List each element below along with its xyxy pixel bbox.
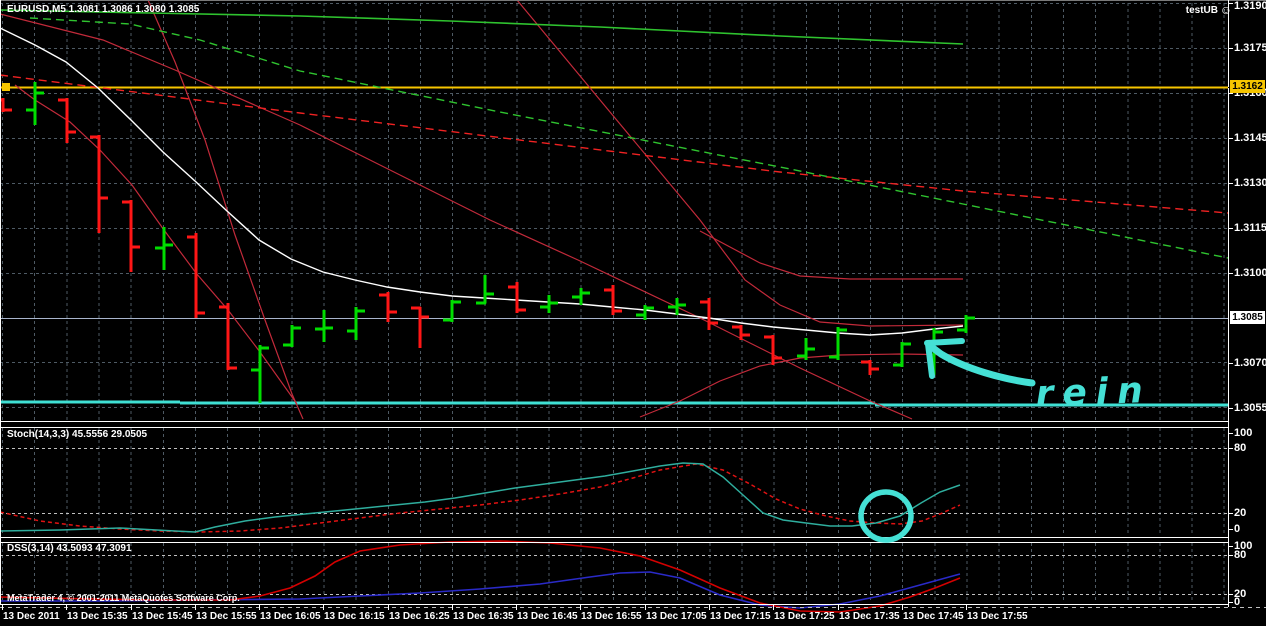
time-axis-label: 13 Dec 16:15 (324, 611, 385, 622)
ohlc-bar (572, 288, 590, 306)
stoch-main-line (0, 462, 961, 533)
time-axis-label: 13 Dec 17:25 (774, 611, 835, 622)
ohlc-bar (379, 291, 397, 322)
crimson-ma-line (14, 84, 298, 405)
ohlc-bar (764, 335, 782, 366)
ohlc-bar (443, 300, 461, 322)
dss-axis-label: 100 (1234, 540, 1253, 552)
ohlc-bar (155, 227, 173, 270)
ohlc-bar (411, 306, 429, 348)
price-axis-label: 1.3190 (1234, 0, 1266, 12)
ohlc-bar (636, 305, 654, 321)
time-axis-label: 13 Dec 16:25 (389, 611, 450, 622)
ohlc-bar (957, 315, 975, 333)
ohlc-bar (0, 98, 12, 112)
time-axis-label: 13 Dec 15:35 (67, 611, 128, 622)
annotation-arrow-barb-side (925, 341, 935, 379)
smiley-icon: ☺ (1219, 3, 1232, 17)
price-axis-label: 1.3175 (1234, 42, 1266, 54)
ohlc-bar (476, 275, 494, 305)
ohlc-bar (315, 309, 333, 342)
ohlc-bar (732, 324, 750, 340)
annotation-circle (858, 489, 914, 543)
time-axis-label: 13 Dec 16:05 (260, 611, 321, 622)
ohlc-bar (58, 98, 76, 144)
price-bars (0, 81, 975, 403)
stoch-axis-label: 80 (1234, 442, 1247, 454)
ohlc-bar (187, 233, 205, 318)
ohlc-bar (797, 338, 815, 360)
ohlc-bar (219, 303, 237, 370)
ohlc-bar (540, 294, 558, 313)
time-axis-label: 13 Dec 17:55 (967, 611, 1028, 622)
ohlc-bar (829, 327, 847, 360)
time-axis-label: 13 Dec 16:35 (453, 611, 514, 622)
ohlc-bar (122, 200, 140, 273)
dss-axis-label: 0 (1234, 596, 1241, 608)
ohlc-bar (668, 297, 686, 315)
ohlc-bar (347, 306, 365, 340)
annotation-arrow-barb-top (924, 338, 965, 346)
chart-title-ohlc: EURUSD,M5 1.3081 1.3086 1.3080 1.3085 (7, 4, 200, 15)
panel-borders (0, 0, 1266, 610)
crimson-ma-line (516, 0, 964, 327)
crimson-ma-line (699, 230, 963, 280)
time-axis-label: 13 Dec 17:05 (646, 611, 707, 622)
green-ma-line (0, 9, 964, 45)
time-axis-label: 13 Dec 16:55 (581, 611, 642, 622)
time-axis-label: 13 Dec 17:35 (839, 611, 900, 622)
ohlc-bar (251, 345, 269, 403)
price-axis-label: 1.3070 (1234, 357, 1266, 369)
ohlc-bar (604, 285, 622, 315)
stoch-axis-label: 20 (1234, 507, 1247, 519)
metatrader-copyright: MetaTrader 4, © 2001-2011 MetaQuotes Sof… (7, 593, 240, 603)
price-axis-label: 1.3100 (1234, 267, 1266, 279)
ma-lines (0, 0, 1229, 420)
annotation-text: rein (1035, 370, 1153, 415)
crimson-ma-line (147, 0, 304, 420)
dss-axis-label: 80 (1234, 549, 1247, 561)
ohlc-bar (861, 360, 879, 375)
time-axis-label: 13 Dec 15:45 (132, 611, 193, 622)
time-axis-label: 13 Dec 17:15 (710, 611, 771, 622)
dss-indicator-label: DSS(3,14) 43.5093 47.3091 (7, 543, 132, 554)
alert-price-tag: 1.3162 (1230, 80, 1265, 93)
green-dashed-ma (29, 17, 1229, 259)
dss-axis-label: 20 (1234, 588, 1247, 600)
time-axis-label: 13 Dec 16:45 (517, 611, 578, 622)
stochastic-indicator-label: Stoch(14,3,3) 45.5556 29.0505 (7, 429, 148, 440)
stoch-axis-label: 100 (1234, 427, 1253, 439)
time-axis-label: 13 Dec 15:55 (196, 611, 257, 622)
price-axis-label: 1.3145 (1234, 132, 1266, 144)
red-dashed-ma (0, 74, 1229, 214)
alert-line-marker (2, 83, 10, 91)
account-label: testUB (1185, 5, 1218, 16)
stoch-signal-line (0, 463, 961, 533)
ohlc-bar (26, 81, 44, 126)
current-price-tag: 1.3085 (1230, 311, 1265, 324)
annotation-arrow (925, 341, 1036, 387)
time-axis-label: 13 Dec 17:45 (903, 611, 964, 622)
ohlc-bar (700, 297, 718, 330)
time-axis-label: 13 Dec 2011 (3, 611, 60, 622)
crimson-ma-line (0, 13, 913, 420)
price-axis-label: 1.3115 (1234, 222, 1266, 234)
ohlc-bar (283, 324, 301, 348)
crimson-ma-line (639, 353, 964, 418)
stoch-axis-label: 0 (1234, 523, 1241, 535)
ohlc-bar (893, 342, 911, 367)
price-axis-label: 1.3130 (1234, 177, 1266, 189)
price-axis-label: 1.3055 (1234, 402, 1266, 414)
ohlc-bar (90, 135, 108, 234)
ohlc-bar (508, 282, 526, 313)
